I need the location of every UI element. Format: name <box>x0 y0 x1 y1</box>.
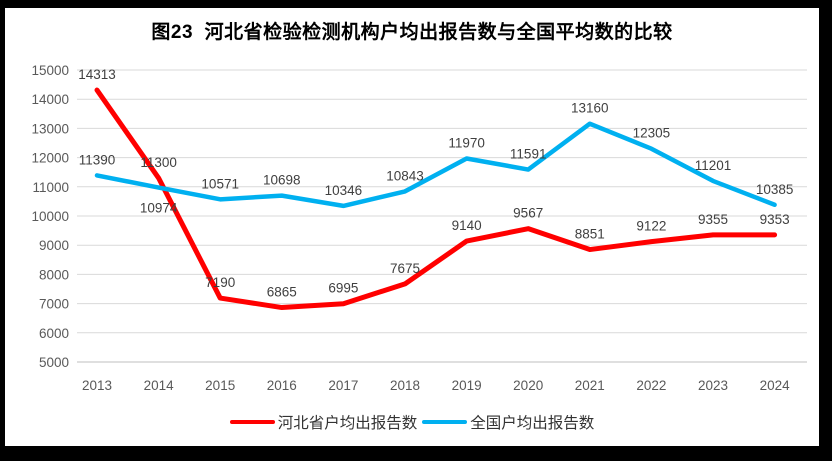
data-label-hebei: 9122 <box>636 219 666 234</box>
line-chart-plot-area: 5000 6000 7000 8000 9000 10000 11000 12000 13000… <box>31 63 807 393</box>
data-label-national: 11390 <box>79 152 116 167</box>
data-label-national: 10974 <box>140 201 178 216</box>
data-label-hebei: 9567 <box>513 206 543 221</box>
y-axis-tick-label: 12000 <box>31 151 69 166</box>
y-axis-tick-label: 13000 <box>31 121 69 136</box>
data-label-hebei: 6995 <box>328 281 358 296</box>
data-label-hebei: 9353 <box>760 212 790 227</box>
x-axis-tick-label: 2017 <box>328 378 358 393</box>
chart-title: 图23 河北省检验检测机构户均出报告数与全国平均数的比较 <box>151 22 673 43</box>
data-label-national: 11201 <box>695 158 732 173</box>
data-label-hebei: 11300 <box>140 155 177 170</box>
legend-label-national: 全国户均出报告数 <box>470 415 595 432</box>
data-label-national: 13160 <box>571 101 609 116</box>
y-axis-tick-label: 11000 <box>32 180 69 195</box>
chart-legend: 河北省户均出报告数 全国户均出报告数 <box>5 411 819 433</box>
data-label-hebei: 14313 <box>78 67 116 82</box>
data-label-hebei: 7675 <box>390 261 420 276</box>
x-axis-tick-label: 2023 <box>698 378 728 393</box>
data-label-hebei: 8851 <box>575 227 605 242</box>
x-axis-tick-label: 2020 <box>513 378 543 393</box>
data-label-national: 10843 <box>386 168 424 183</box>
x-axis-tick-label: 2015 <box>205 378 235 393</box>
chart-canvas: 图23 河北省检验检测机构户均出报告数与全国平均数的比较 5000 6000 700… <box>5 8 819 446</box>
data-label-hebei: 6865 <box>267 285 297 300</box>
x-axis-tick-label: 2013 <box>82 378 112 393</box>
legend-label-hebei: 河北省户均出报告数 <box>277 415 418 432</box>
x-axis-tick-label: 2021 <box>575 378 605 393</box>
legend-swatch-hebei-icon <box>229 420 275 424</box>
y-axis-tick-label: 7000 <box>39 297 69 312</box>
x-axis-tick-label: 2024 <box>760 378 791 393</box>
data-label-national: 11970 <box>448 135 485 150</box>
x-axis-tick-label: 2016 <box>267 378 297 393</box>
data-label-national: 10346 <box>325 183 363 198</box>
y-axis-tick-label: 5000 <box>39 355 69 370</box>
data-label-national: 10571 <box>201 176 239 191</box>
legend-item-hebei: 河北省户均出报告数 <box>229 411 418 433</box>
x-axis-tick-label: 2022 <box>636 378 666 393</box>
legend-swatch-national-icon <box>422 420 468 424</box>
data-label-hebei: 7190 <box>205 275 235 290</box>
y-axis-tick-label: 6000 <box>39 326 69 341</box>
y-axis-tick-label: 10000 <box>31 209 69 224</box>
data-label-national: 12305 <box>633 126 671 141</box>
x-axis-tick-label: 2019 <box>452 378 482 393</box>
y-axis-tick-label: 14000 <box>31 92 69 107</box>
y-axis-tick-label: 15000 <box>31 63 69 78</box>
x-axis-tick-label: 2018 <box>390 378 420 393</box>
x-axis-tick-label: 2014 <box>144 378 175 393</box>
legend-item-national: 全国户均出报告数 <box>422 411 594 433</box>
data-label-national: 10698 <box>263 173 301 188</box>
data-label-hebei: 9355 <box>698 212 728 227</box>
data-label-national: 10385 <box>756 182 794 197</box>
y-axis-tick-label: 9000 <box>39 238 69 253</box>
data-label-hebei: 9140 <box>452 218 482 233</box>
y-axis-tick-label: 8000 <box>39 267 69 282</box>
data-label-national: 11591 <box>510 147 547 162</box>
series-line-national <box>94 121 777 209</box>
series-line-hebei <box>94 87 778 311</box>
